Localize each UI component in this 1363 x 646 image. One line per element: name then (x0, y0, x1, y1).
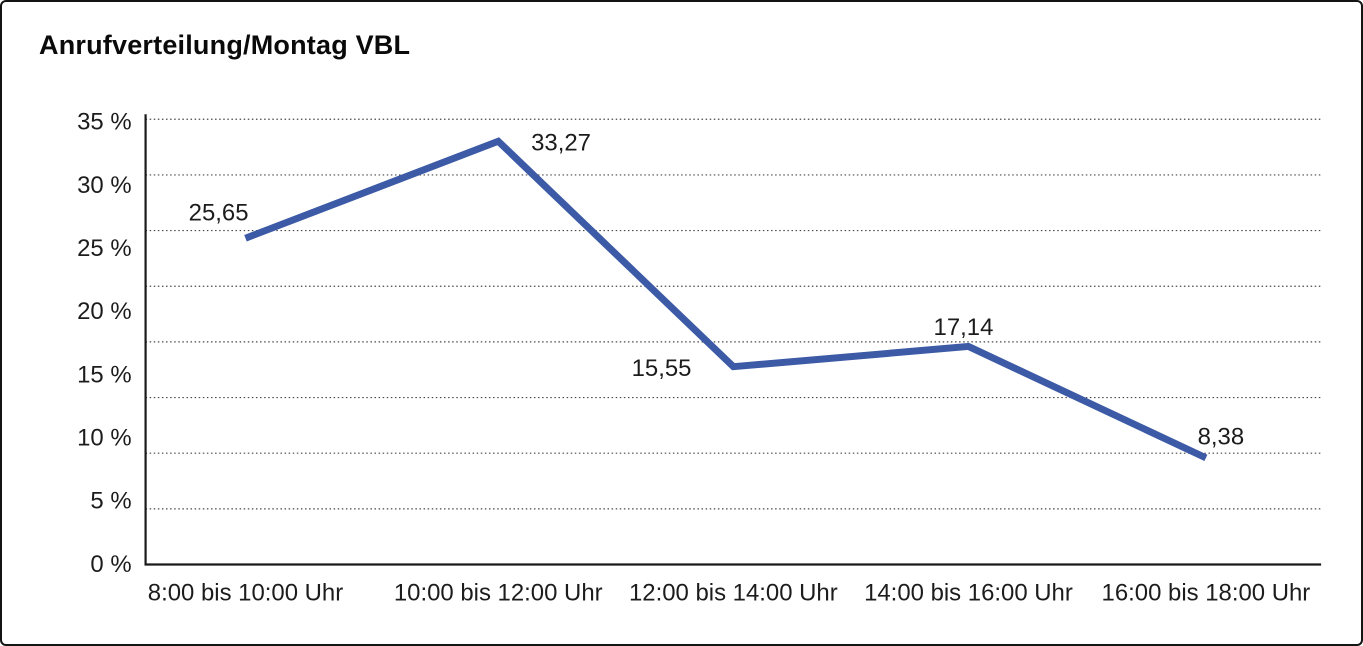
y-axis-tick-label: 35 % (77, 109, 132, 136)
data-point-label: 33,27 (531, 130, 591, 157)
y-axis-tick-label: 10 % (77, 425, 132, 452)
y-axis-tick-label: 25 % (77, 235, 132, 262)
data-point-label: 17,14 (934, 314, 994, 341)
x-axis-tick-label: 8:00 bis 10:00 Uhr (148, 580, 343, 607)
x-axis-tick-label: 10:00 bis 12:00 Uhr (394, 580, 603, 607)
data-point-label: 15,55 (632, 355, 692, 382)
x-axis-tick-label: 14:00 bis 16:00 Uhr (864, 580, 1073, 607)
y-axis-tick-label: 20 % (77, 298, 132, 325)
x-axis-tick-label: 16:00 bis 18:00 Uhr (1102, 580, 1311, 607)
y-axis-tick-label: 0 % (90, 551, 131, 578)
y-axis-tick-label: 30 % (77, 172, 132, 199)
y-axis-tick-label: 5 % (90, 488, 131, 515)
x-axis-tick-label: 12:00 bis 14:00 Uhr (629, 580, 838, 607)
data-series-line (244, 137, 1208, 462)
y-axis-tick-label: 15 % (77, 361, 132, 388)
chart-title: Anrufverteilung/Montag VBL (39, 30, 411, 60)
data-point-label: 8,38 (1198, 423, 1245, 450)
data-point-label: 25,65 (189, 200, 249, 227)
